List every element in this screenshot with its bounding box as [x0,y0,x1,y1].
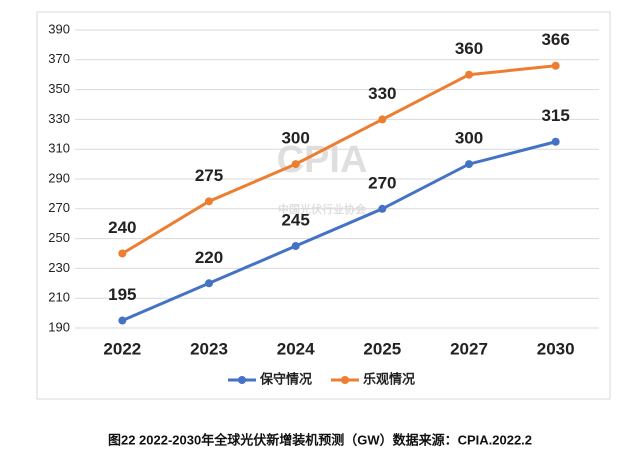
y-tick-label: 230 [48,260,70,275]
caption: 图22 2022-2030年全球光伏新增装机预测（GW）数据来源：CPIA.20… [108,432,532,447]
legend-label: 保守情况 [259,371,312,386]
x-tick-label: 2025 [363,339,401,358]
y-tick-label: 390 [48,21,70,36]
legend-label: 乐观情况 [363,371,415,386]
y-tick-label: 190 [48,319,70,334]
point [118,249,127,258]
value-label: 315 [541,106,569,125]
value-label: 360 [455,39,483,58]
point [205,279,213,288]
y-tick-label: 210 [48,290,70,305]
y-tick-label: 310 [48,141,70,156]
y-tick-label: 250 [48,230,70,245]
y-tick-label: 270 [48,200,70,215]
y-tick-label: 370 [48,51,70,66]
value-label: 245 [281,211,309,230]
value-label: 330 [368,84,396,103]
y-tick-label: 330 [48,111,70,126]
watermark: CPIA 中国光伏行业协会 [277,139,368,216]
value-label: 240 [108,218,136,237]
point [291,160,300,169]
legend-marker [341,376,349,384]
watermark-text: CPIA [277,139,368,181]
point [465,160,473,169]
x-tick-label: 2024 [277,339,315,358]
x-tick-label: 2022 [103,339,141,358]
value-label: 195 [108,285,136,304]
x-tick-label: 2023 [190,339,228,358]
point [291,242,300,251]
point [118,316,127,325]
point [465,70,473,79]
value-label: 300 [455,129,483,148]
point [378,204,387,213]
series-line [121,64,556,255]
point [551,61,560,70]
legend-marker [238,376,246,384]
point [551,137,560,146]
x-tick-label: 2027 [450,339,488,358]
point [205,197,213,206]
y-tick-label: 290 [48,170,70,185]
value-label: 270 [368,173,396,192]
value-label: 220 [195,248,223,267]
x-tick-label: 2030 [537,339,575,358]
value-label: 275 [195,166,223,185]
series-line [121,140,557,322]
chart-frame [36,11,611,400]
y-tick-label: 350 [48,81,70,96]
point [378,115,387,124]
value-label: 300 [281,129,309,148]
value-label: 366 [541,30,569,49]
